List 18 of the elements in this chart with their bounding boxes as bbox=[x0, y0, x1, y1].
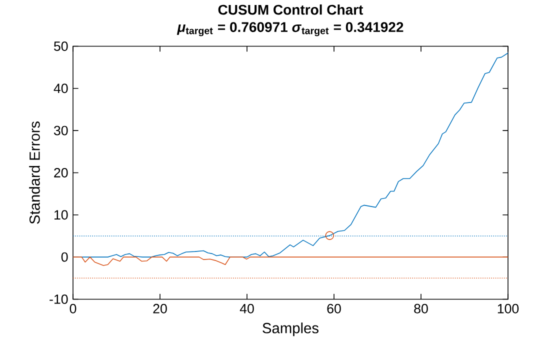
y-tick-label: -10 bbox=[50, 294, 68, 304]
y-tick-label: 10 bbox=[54, 210, 68, 220]
x-tick-label: 60 bbox=[327, 304, 341, 314]
y-tick-label: 50 bbox=[54, 42, 68, 52]
x-tick-label: 80 bbox=[414, 304, 428, 314]
y-tick-label: 0 bbox=[61, 252, 68, 262]
x-axis-title: Samples bbox=[262, 322, 318, 336]
x-tick-label: 20 bbox=[153, 304, 167, 314]
y-tick-label: 30 bbox=[54, 126, 68, 136]
line-series bbox=[73, 256, 508, 266]
chart-subtitle: μ$_{target}$ = 0.760971 σ$_{target}$ = 0.341922 bbox=[176, 22, 404, 36]
y-axis-title: Standard Errors bbox=[29, 122, 40, 224]
chart-title: CUSUM Control Chart bbox=[218, 4, 364, 15]
x-tick-label: 0 bbox=[70, 304, 76, 314]
x-tick-label: 100 bbox=[498, 304, 519, 314]
y-tick-label: 40 bbox=[54, 84, 68, 94]
y-tick-label: 20 bbox=[54, 168, 68, 178]
x-tick-label: 40 bbox=[240, 304, 254, 314]
